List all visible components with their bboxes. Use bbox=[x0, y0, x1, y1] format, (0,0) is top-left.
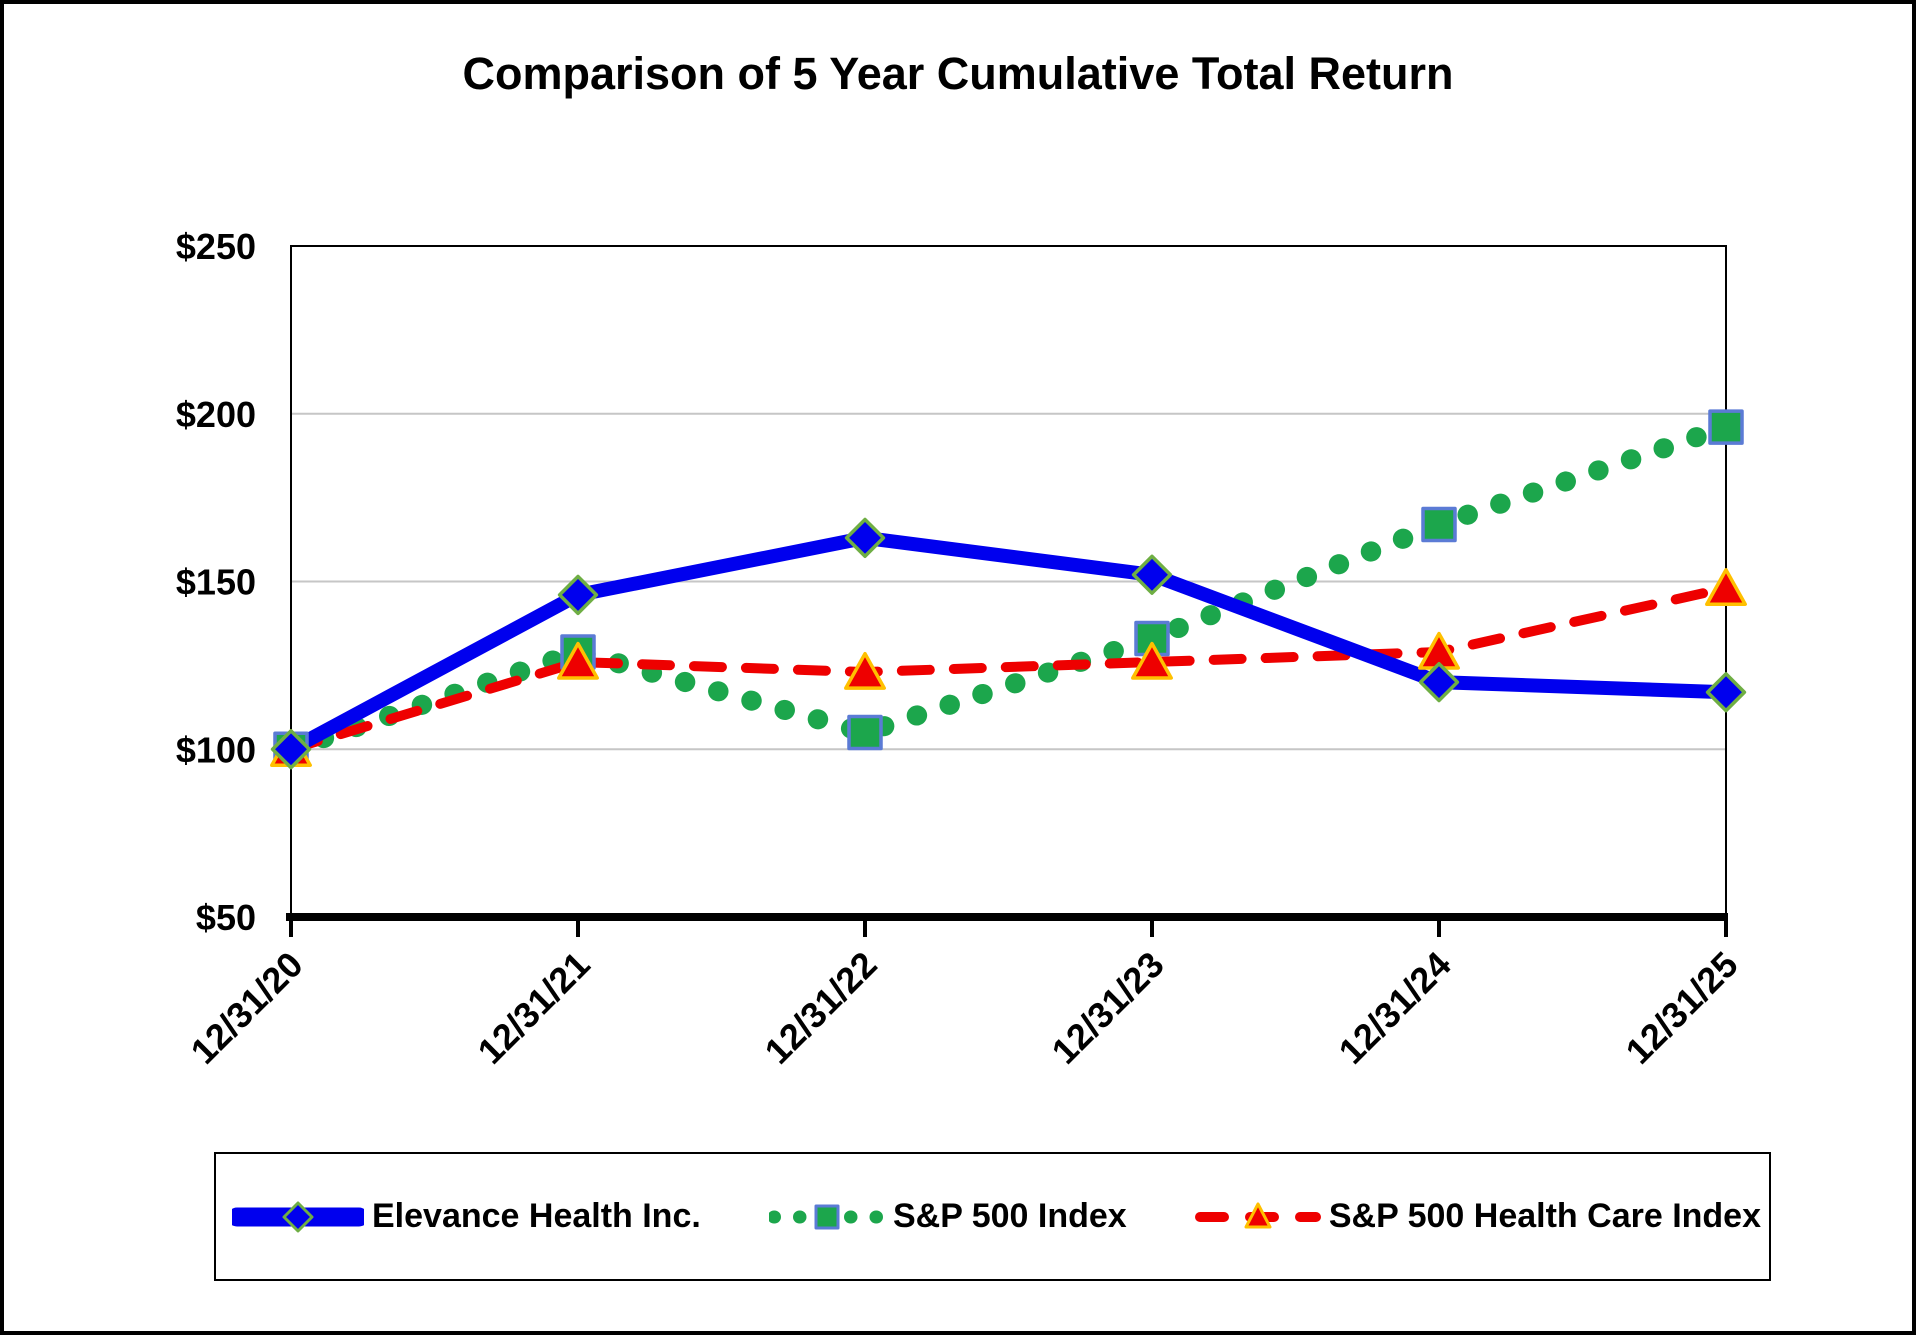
legend-label-sp500: S&P 500 Index bbox=[892, 1197, 1127, 1235]
data-point-0 bbox=[1418, 661, 1460, 703]
y-axis-label: $150 bbox=[176, 562, 256, 603]
x-axis-label: 12/31/24 bbox=[1331, 944, 1459, 1072]
legend-swatch-sp500-line-icon bbox=[768, 1204, 885, 1229]
data-point-2 bbox=[844, 651, 886, 690]
data-point-2 bbox=[1131, 641, 1173, 680]
triangle-marker-icon bbox=[1244, 1202, 1272, 1228]
y-axis-label: $50 bbox=[196, 897, 256, 938]
data-point-0 bbox=[1131, 554, 1173, 595]
chart-title: Comparison of 5 Year Cumulative Total Re… bbox=[462, 48, 1454, 99]
data-point-0 bbox=[1705, 672, 1747, 713]
data-point-1 bbox=[1708, 409, 1744, 445]
x-axis-label: 12/31/21 bbox=[470, 944, 598, 1072]
legend-label-elevance-health: Elevance Health Inc. bbox=[372, 1197, 701, 1235]
data-point-1 bbox=[1421, 506, 1457, 543]
square-marker-icon bbox=[814, 1204, 840, 1229]
y-axis-label: $100 bbox=[176, 729, 256, 770]
legend-item-sp500: S&P 500 Index bbox=[768, 1195, 1127, 1239]
legend-item-elevance-health: Elevance Health Inc. bbox=[232, 1195, 701, 1239]
legend-swatch-sp500-health-care-line-icon bbox=[1194, 1202, 1321, 1228]
legend: Elevance Health Inc. S&P 500 Index S&P 5… bbox=[214, 1152, 1771, 1281]
data-point-0 bbox=[844, 517, 886, 559]
x-axis-label: 12/31/25 bbox=[1618, 944, 1746, 1072]
x-axis-label: 12/31/20 bbox=[183, 944, 311, 1072]
plot-area: 12/31/20 12/31/21 12/31/22 12/31/23 12/31/24… bbox=[176, 226, 1747, 1072]
legend-item-sp500-health-care: S&P 500 Health Care Index bbox=[1194, 1195, 1761, 1239]
y-axis-label: $250 bbox=[176, 226, 256, 267]
y-axis-label: $200 bbox=[176, 394, 256, 435]
series-line-0 bbox=[287, 530, 1727, 756]
x-axis-label: 12/31/23 bbox=[1044, 944, 1172, 1072]
series-line-2 bbox=[286, 583, 1731, 755]
legend-label-sp500-health-care: S&P 500 Health Care Index bbox=[1328, 1197, 1761, 1235]
diamond-marker-icon bbox=[282, 1201, 314, 1232]
data-point-1 bbox=[847, 714, 883, 751]
legend-swatch-elevance-line-icon bbox=[232, 1201, 364, 1232]
data-point-2 bbox=[1705, 568, 1747, 606]
x-axis-label: 12/31/22 bbox=[757, 944, 885, 1072]
data-point-0 bbox=[557, 574, 599, 616]
series-line-1 bbox=[281, 417, 1736, 760]
data-point-0 bbox=[270, 729, 312, 770]
data-point-2 bbox=[557, 641, 599, 680]
